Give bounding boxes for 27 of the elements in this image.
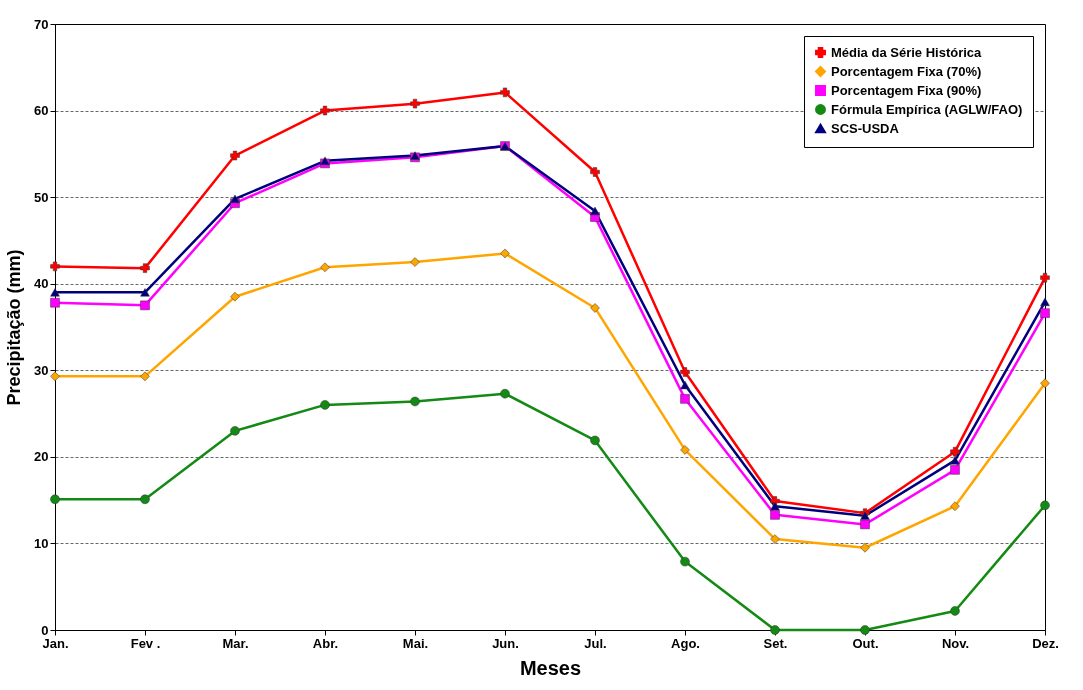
y-tick-label: 70 <box>34 16 49 32</box>
x-tick-label: Out. <box>852 635 879 651</box>
legend-label: SCS-USDA <box>831 120 900 136</box>
legend-label: Fórmula Empírica (AGLW/FAO) <box>831 101 1023 117</box>
x-tick-label: Ago. <box>671 635 700 651</box>
y-tick-label: 20 <box>34 449 49 465</box>
x-tick-label: Mai. <box>402 635 429 651</box>
y-tick-label: 0 <box>41 622 49 638</box>
x-tick-label: Nov. <box>941 635 970 651</box>
y-tick-label: 30 <box>34 362 49 378</box>
x-tick-label: Set. <box>763 635 788 651</box>
x-axis-title: Meses <box>519 656 582 679</box>
legend-label: Média da Série Histórica <box>831 44 983 60</box>
x-tick-label: Abr. <box>312 635 339 651</box>
y-tick-label: 10 <box>34 535 49 551</box>
x-tick-label: Jul. <box>584 635 607 651</box>
x-tick-label: Fev . <box>130 635 161 651</box>
x-tick-label: Jun. <box>492 635 519 651</box>
x-tick-label: Mar. <box>222 635 249 651</box>
y-tick-label: 40 <box>34 276 49 292</box>
x-tick-label: Dez. <box>1032 635 1059 651</box>
y-axis-title: Precipitação (mm) <box>4 249 25 406</box>
y-tick-label: 50 <box>34 189 49 205</box>
legend-label: Porcentagem Fixa (70%) <box>831 63 982 79</box>
legend-label: Porcentagem Fixa (90%) <box>831 82 982 98</box>
y-tick-label: 60 <box>34 103 49 119</box>
x-tick-label: Jan. <box>42 635 69 651</box>
